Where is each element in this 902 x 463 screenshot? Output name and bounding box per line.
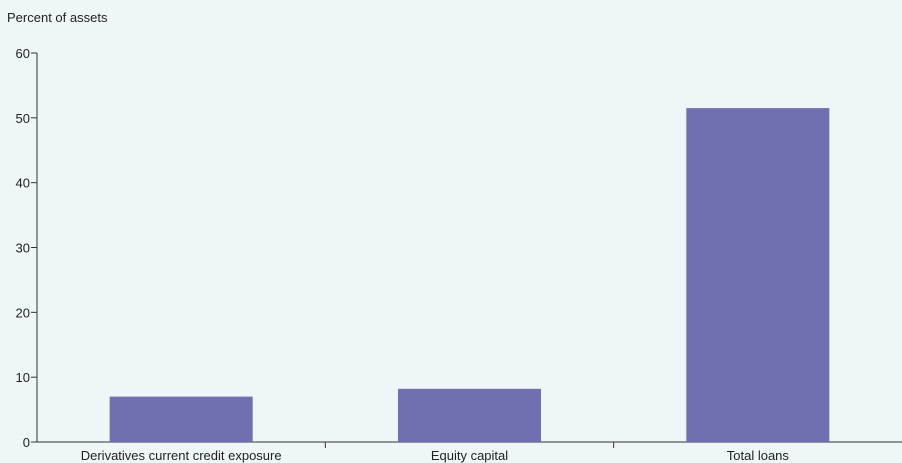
y-tick-label: 30 (16, 241, 30, 256)
y-tick-label: 60 (16, 46, 30, 61)
x-ticks: Derivatives current credit exposure Equit… (81, 442, 790, 463)
bars (109, 108, 830, 442)
y-tick-label: 0 (23, 435, 30, 450)
y-axis-label: Percent of assets (7, 10, 108, 25)
y-tick-label: 20 (16, 305, 30, 320)
x-tick-label: Derivatives current credit exposure (81, 448, 282, 463)
y-ticks: 0 10 20 30 40 50 60 (16, 46, 37, 450)
y-tick-label: 40 (16, 176, 30, 191)
y-tick-label: 10 (16, 370, 30, 385)
y-tick-label: 50 (16, 111, 30, 126)
bar (398, 388, 541, 442)
bar (686, 108, 830, 442)
bar (109, 396, 253, 442)
x-tick-label: Equity capital (431, 448, 508, 463)
x-tick-label: Total loans (727, 448, 790, 463)
